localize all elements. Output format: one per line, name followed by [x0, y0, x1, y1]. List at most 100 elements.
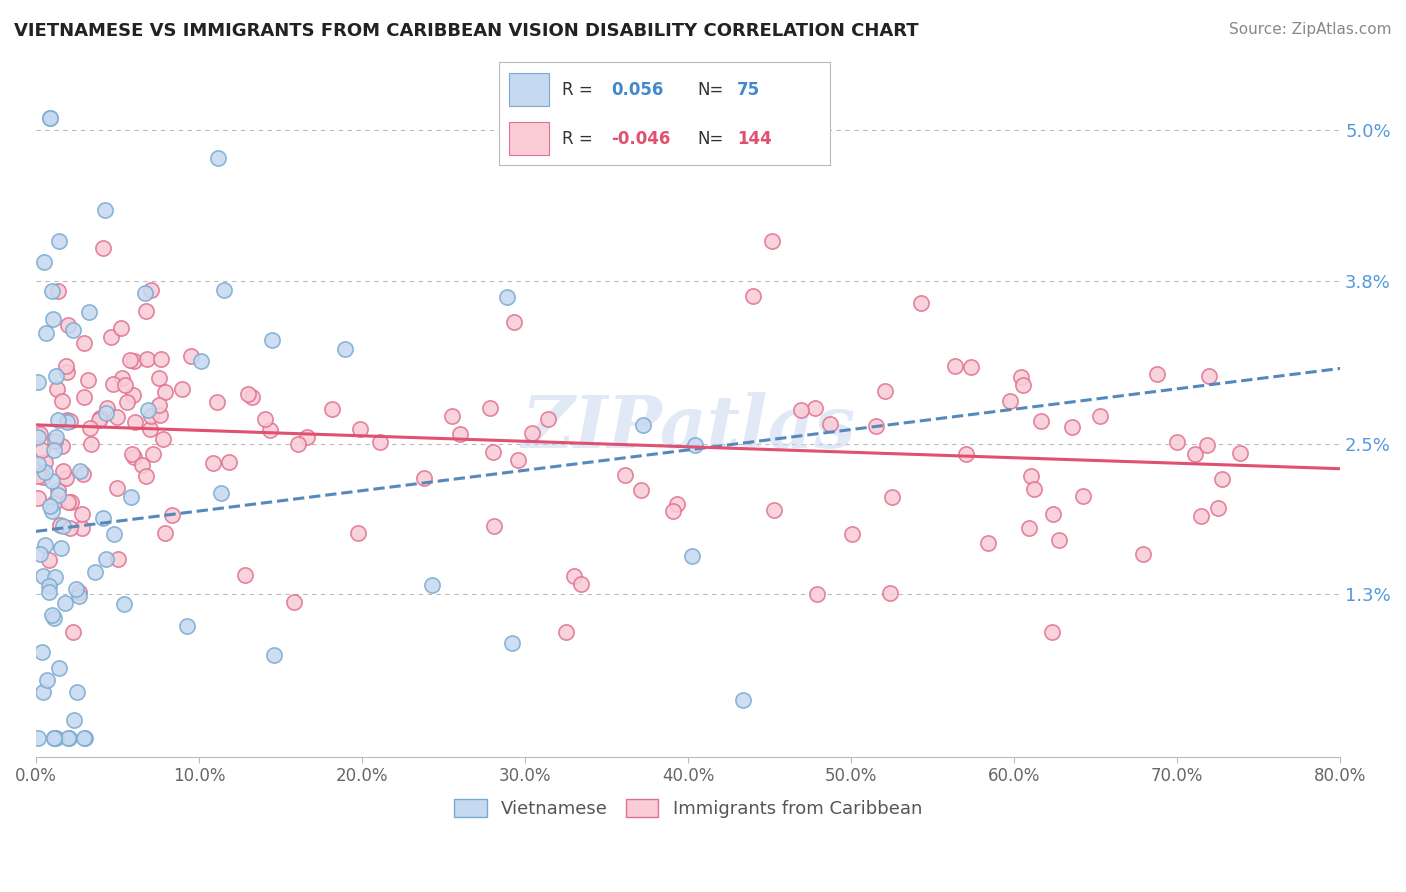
Point — [139, 421, 162, 435]
Point — [152, 432, 174, 446]
Point — [49, 541, 72, 556]
Point — [449, 426, 471, 441]
Point — [873, 384, 896, 398]
Point — [121, 388, 143, 402]
Point — [1146, 368, 1168, 382]
Point — [56, 415, 79, 429]
Point — [233, 567, 256, 582]
Point — [190, 354, 212, 368]
Point — [1010, 370, 1032, 384]
Point — [260, 334, 283, 348]
Point — [148, 398, 170, 412]
Point — [41, 474, 63, 488]
Text: VIETNAMESE VS IMMIGRANTS FROM CARIBBEAN VISION DISABILITY CORRELATION CHART: VIETNAMESE VS IMMIGRANTS FROM CARIBBEAN … — [14, 22, 918, 40]
Point — [70, 521, 93, 535]
Text: R =: R = — [562, 130, 598, 148]
Point — [209, 486, 232, 500]
Point — [1018, 520, 1040, 534]
Point — [142, 447, 165, 461]
Text: ZIPatlas: ZIPatlas — [522, 392, 855, 463]
Point — [131, 458, 153, 473]
Point — [110, 321, 132, 335]
Text: N=: N= — [697, 81, 724, 99]
Point — [67, 584, 90, 599]
Point — [87, 413, 110, 427]
Point — [176, 619, 198, 633]
Point — [124, 415, 146, 429]
Point — [45, 430, 67, 444]
Point — [501, 636, 523, 650]
Text: 0.056: 0.056 — [612, 81, 664, 99]
Point — [236, 387, 259, 401]
Point — [31, 568, 53, 582]
Point — [820, 417, 842, 432]
Point — [38, 553, 60, 567]
Point — [370, 435, 392, 450]
Point — [1211, 472, 1233, 486]
Point — [79, 421, 101, 435]
Point — [105, 482, 128, 496]
Point — [100, 329, 122, 343]
Point — [134, 286, 156, 301]
Point — [742, 289, 765, 303]
Point — [69, 464, 91, 478]
Point — [202, 456, 225, 470]
Point — [34, 455, 56, 469]
Point — [31, 469, 53, 483]
Point — [287, 437, 309, 451]
Point — [1019, 469, 1042, 483]
Point — [42, 731, 65, 746]
Point — [48, 234, 70, 248]
Point — [149, 352, 172, 367]
Point — [803, 401, 825, 415]
Point — [496, 290, 519, 304]
Point — [35, 673, 58, 688]
Point — [295, 430, 318, 444]
Point — [482, 444, 505, 458]
Point — [60, 495, 83, 509]
FancyBboxPatch shape — [509, 122, 548, 155]
Point — [1071, 489, 1094, 503]
Point — [321, 402, 343, 417]
Point — [44, 569, 66, 583]
Point — [32, 684, 55, 698]
Point — [960, 359, 983, 374]
Point — [84, 566, 107, 580]
Point — [633, 417, 655, 432]
Point — [1206, 500, 1229, 515]
Point — [91, 510, 114, 524]
Point — [75, 731, 97, 746]
Point — [30, 547, 52, 561]
Point — [420, 578, 443, 592]
Point — [569, 577, 592, 591]
Point — [94, 203, 117, 218]
Point — [977, 536, 1000, 550]
Point — [46, 412, 69, 426]
Point — [806, 587, 828, 601]
Point — [51, 393, 73, 408]
Point — [412, 470, 434, 484]
Point — [841, 527, 863, 541]
Point — [103, 376, 125, 391]
Point — [55, 596, 77, 610]
Point — [89, 411, 111, 425]
Point — [346, 525, 368, 540]
Point — [1022, 482, 1045, 496]
Point — [38, 499, 60, 513]
Point — [42, 496, 65, 510]
Point — [136, 402, 159, 417]
Point — [506, 453, 529, 467]
Point — [259, 423, 281, 437]
Point — [943, 359, 966, 373]
Point — [45, 731, 67, 746]
Point — [27, 469, 49, 483]
Point — [73, 731, 96, 746]
Point — [114, 377, 136, 392]
Point — [121, 447, 143, 461]
Point — [58, 318, 80, 333]
Point — [73, 390, 96, 404]
Point — [38, 585, 60, 599]
Point — [41, 608, 63, 623]
Point — [62, 713, 84, 727]
Point — [240, 390, 263, 404]
